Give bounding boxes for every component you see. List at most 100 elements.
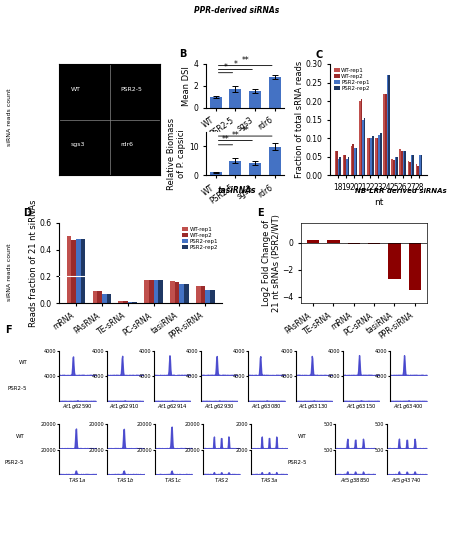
Bar (269, 77, 281, 108)
Text: F: F (5, 325, 11, 335)
Bar (396, 157, 398, 175)
Bar (338, 159, 339, 175)
Bar (249, 91, 261, 108)
Bar (392, 159, 393, 175)
Y-axis label: Mean DSI: Mean DSI (182, 66, 191, 106)
X-axis label: $\mathit{At1g62930}$: $\mathit{At1g62930}$ (204, 402, 235, 411)
Bar (229, 161, 241, 175)
Bar (403, 151, 404, 175)
Text: *: * (233, 60, 237, 69)
Y-axis label: PSR2-5: PSR2-5 (287, 459, 307, 465)
Y-axis label: WT: WT (298, 434, 307, 439)
Bar (205, 290, 210, 303)
Text: sgs3: sgs3 (70, 142, 85, 147)
X-axis label: $\mathit{At5g43740}$: $\mathit{At5g43740}$ (391, 476, 422, 484)
X-axis label: nt: nt (374, 198, 383, 207)
Bar (412, 155, 414, 175)
Bar (346, 159, 347, 175)
Bar (395, 157, 396, 175)
Bar (269, 147, 281, 175)
Bar (107, 294, 111, 303)
Bar (372, 136, 374, 175)
Bar (175, 282, 180, 303)
Bar (123, 301, 128, 303)
Bar (184, 284, 189, 303)
Bar (229, 89, 241, 108)
Bar (408, 160, 409, 175)
Bar (118, 301, 123, 303)
Text: siRNA reads count: siRNA reads count (7, 243, 12, 301)
Bar (144, 280, 149, 303)
X-axis label: $\mathit{At1g63130}$: $\mathit{At1g63130}$ (298, 402, 329, 411)
Bar (364, 118, 365, 175)
Bar (336, 151, 338, 175)
X-axis label: $\mathit{At1g63400}$: $\mathit{At1g63400}$ (393, 402, 424, 411)
Bar (400, 149, 401, 175)
Bar (385, 94, 386, 175)
Legend: WT-rep1, WT-rep2, PSR2-rep1, PSR2-rep2: WT-rep1, WT-rep2, PSR2-rep1, PSR2-rep2 (333, 67, 371, 92)
Bar (196, 286, 201, 303)
Text: WT: WT (70, 86, 81, 92)
Bar (343, 155, 344, 175)
X-axis label: $\mathit{TAS1b}$: $\mathit{TAS1b}$ (116, 476, 135, 484)
Bar (380, 133, 382, 175)
Bar (386, 75, 388, 175)
Bar (411, 155, 412, 175)
Text: *: * (224, 63, 228, 72)
Bar (416, 164, 417, 175)
Text: **: ** (222, 135, 229, 144)
Y-axis label: Log2 Fold Change of
21 nt sRNAs (PSR2/WT): Log2 Fold Change of 21 nt sRNAs (PSR2/WT… (262, 214, 281, 312)
Bar (81, 239, 85, 303)
Text: **: ** (231, 131, 239, 140)
Bar (149, 280, 154, 303)
Bar (370, 138, 372, 175)
Bar (71, 240, 76, 303)
Bar (210, 290, 215, 303)
Bar (170, 281, 175, 303)
Bar (409, 163, 411, 175)
Text: D: D (23, 208, 31, 219)
Bar (362, 120, 364, 175)
X-axis label: $\mathit{At5g38850}$: $\mathit{At5g38850}$ (340, 476, 371, 484)
X-axis label: $\mathit{TAS1c}$: $\mathit{TAS1c}$ (164, 476, 182, 484)
Bar (420, 155, 422, 175)
Bar (307, 239, 319, 243)
X-axis label: $\mathit{At1g62910}$: $\mathit{At1g62910}$ (109, 402, 140, 411)
Bar (347, 157, 349, 175)
Bar (388, 243, 401, 279)
Text: NB-LRR derived siRNAs: NB-LRR derived siRNAs (355, 189, 447, 195)
Bar (210, 96, 221, 108)
Bar (92, 291, 97, 303)
Bar (154, 280, 158, 303)
Bar (409, 243, 421, 290)
Legend: WT-rep1, WT-rep2, PSR2-rep1, PSR2-rep2: WT-rep1, WT-rep2, PSR2-rep1, PSR2-rep2 (182, 225, 219, 251)
X-axis label: $\mathit{At1g63080}$: $\mathit{At1g63080}$ (251, 402, 282, 411)
Bar (359, 101, 361, 175)
Bar (419, 155, 420, 175)
Bar (378, 134, 380, 175)
Bar (328, 240, 339, 243)
Y-axis label: Fraction of total sRNA reads: Fraction of total sRNA reads (295, 61, 304, 179)
Bar (393, 160, 395, 175)
X-axis label: $\mathit{TAS1a}$: $\mathit{TAS1a}$ (68, 476, 87, 484)
X-axis label: $\mathit{At1g62590}$: $\mathit{At1g62590}$ (62, 402, 93, 411)
Bar (132, 302, 137, 303)
Bar (344, 155, 346, 175)
Bar (404, 151, 406, 175)
Bar (368, 243, 380, 244)
Bar (375, 138, 377, 175)
Bar (249, 163, 261, 175)
Bar (102, 294, 107, 303)
Y-axis label: WT: WT (16, 434, 24, 439)
Text: siRNA reads count: siRNA reads count (7, 88, 12, 146)
Y-axis label: WT: WT (18, 360, 27, 366)
Bar (417, 166, 419, 175)
Y-axis label: PSR2-5: PSR2-5 (8, 386, 27, 391)
Bar (335, 151, 336, 175)
Bar (201, 286, 205, 303)
X-axis label: $\mathit{At1g63150}$: $\mathit{At1g63150}$ (346, 402, 377, 411)
Text: PPR-derived siRNAs: PPR-derived siRNAs (194, 6, 280, 15)
Bar (180, 285, 184, 303)
Bar (356, 148, 357, 175)
Bar (128, 302, 132, 303)
